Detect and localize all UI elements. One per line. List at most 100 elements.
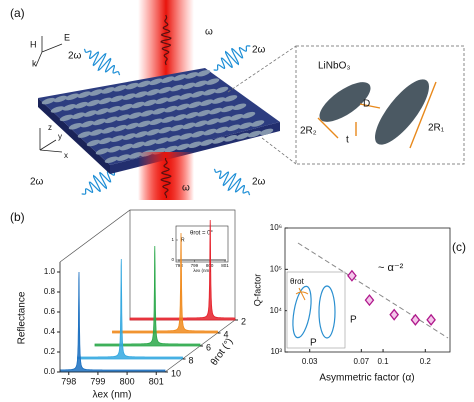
z-tick-label: 8 xyxy=(189,355,194,365)
nanodisk xyxy=(194,120,208,127)
inset-box xyxy=(295,45,465,165)
nanodisk xyxy=(113,124,127,132)
nanodisk xyxy=(59,114,74,122)
inset-label: 2R₂ xyxy=(300,126,317,137)
inset-x-tick-label: 801 xyxy=(221,263,229,268)
nanodisk xyxy=(172,74,187,81)
label: 2ω xyxy=(30,177,44,188)
x-tick-label: 798 xyxy=(61,376,76,386)
inset-label: LiNbO₃ xyxy=(318,61,350,72)
reflectance-curve xyxy=(94,245,201,347)
nanodisk xyxy=(143,99,157,107)
nanodisk xyxy=(107,106,121,113)
nanodisk xyxy=(184,72,199,79)
panel-label: (b) xyxy=(10,210,25,224)
inset-disk xyxy=(292,285,312,339)
nanodisk xyxy=(146,89,160,96)
nanodisk xyxy=(199,99,214,106)
nanodisk xyxy=(89,89,103,96)
nanodisk xyxy=(92,118,107,126)
nanodisk xyxy=(116,154,131,161)
annotation: ~ α⁻² xyxy=(378,262,404,274)
z-tick-label: 10 xyxy=(171,368,181,378)
inset-x-tick-label: 798 xyxy=(175,263,183,268)
nanodisk xyxy=(74,101,89,109)
label: k xyxy=(32,58,37,68)
nanodisk xyxy=(140,110,154,117)
nanodisk xyxy=(179,93,193,100)
nanodisk xyxy=(229,113,244,121)
z-tick-label: 2 xyxy=(241,316,246,326)
data-point xyxy=(426,313,436,326)
nanodisk xyxy=(191,130,205,138)
nanodisk xyxy=(215,126,229,134)
nanodisk xyxy=(193,80,208,88)
y-axis-label: Q-factor xyxy=(252,274,262,307)
nanodisk xyxy=(155,137,169,144)
panel-a: (a) H Ek 2ω 2ω 2ω 2ω ω ω zy x LiNbO₃ D 2R₂ t 2R₁ xyxy=(10,0,465,200)
nanodisk xyxy=(134,91,148,98)
nanodisk xyxy=(149,78,163,86)
nanodisk xyxy=(104,116,118,124)
inset-label: 2R₁ xyxy=(428,123,445,134)
nanodisk xyxy=(241,111,256,119)
nanodisk xyxy=(212,137,226,144)
panel-label: (c) xyxy=(452,240,466,254)
inset-ylabel: R xyxy=(181,237,185,243)
nanodisk xyxy=(185,112,199,119)
panel-c: 10³ 10⁴ 10⁵ 10⁶ 0.03 0.07 0.1 0.2 θrot P P ~ α⁻² (c)… xyxy=(252,223,466,384)
z-axis-label: θrot (°) xyxy=(209,336,236,367)
nanodisk xyxy=(125,82,139,90)
nanodisk xyxy=(200,139,214,146)
nanodisk xyxy=(68,122,83,130)
wave-packet xyxy=(213,168,251,196)
z-tick-label: 6 xyxy=(206,342,211,352)
label: ω xyxy=(182,183,190,194)
nanodisk xyxy=(155,97,169,105)
nanodisk xyxy=(116,114,130,121)
nanodisk xyxy=(83,110,98,117)
nanodisk xyxy=(122,93,136,100)
nanodisk xyxy=(122,133,136,140)
data-point xyxy=(347,269,357,282)
nanodisk xyxy=(197,109,211,117)
label: H xyxy=(30,39,37,49)
nanodisk xyxy=(98,137,113,145)
inset-title: θrot = 0° xyxy=(190,231,214,237)
y-tick-label: 10⁶ xyxy=(270,223,282,232)
wave-packet xyxy=(213,45,251,71)
nanodisk xyxy=(206,118,220,125)
nanodisk xyxy=(110,135,125,142)
nanodisk xyxy=(53,95,68,103)
label: x xyxy=(64,151,68,160)
dimension-arrows xyxy=(317,81,437,149)
nanodisk xyxy=(101,87,115,94)
axes xyxy=(59,262,165,373)
nanodisk xyxy=(161,76,175,83)
nanodisk xyxy=(98,97,112,105)
inset-x-tick-label: 799 xyxy=(191,263,199,268)
inset-y-tick-label: 0 xyxy=(171,257,174,262)
nanodisk xyxy=(217,116,232,123)
nanodisk xyxy=(164,105,178,113)
x-tick-label: 0.03 xyxy=(302,357,318,366)
nanodisk xyxy=(125,122,139,130)
x-tick-label: 801 xyxy=(149,376,164,386)
nanodisk xyxy=(167,135,181,142)
x-axis-label: Asymmetric factor (α) xyxy=(319,373,414,384)
plot-frame xyxy=(284,227,451,353)
nanodisk xyxy=(77,91,91,98)
nanodisk xyxy=(50,106,65,113)
nanodisk xyxy=(188,141,202,149)
nanodisk xyxy=(77,131,92,138)
nanodisk xyxy=(101,127,116,134)
nanodisk xyxy=(128,112,142,119)
nanodisk xyxy=(190,91,205,98)
label: 2ω xyxy=(252,177,266,188)
nanodisk xyxy=(247,130,262,138)
nanodisk xyxy=(41,97,56,105)
nanodisk xyxy=(250,120,265,127)
nanodisk xyxy=(134,131,148,138)
inset-label: D xyxy=(363,99,370,110)
